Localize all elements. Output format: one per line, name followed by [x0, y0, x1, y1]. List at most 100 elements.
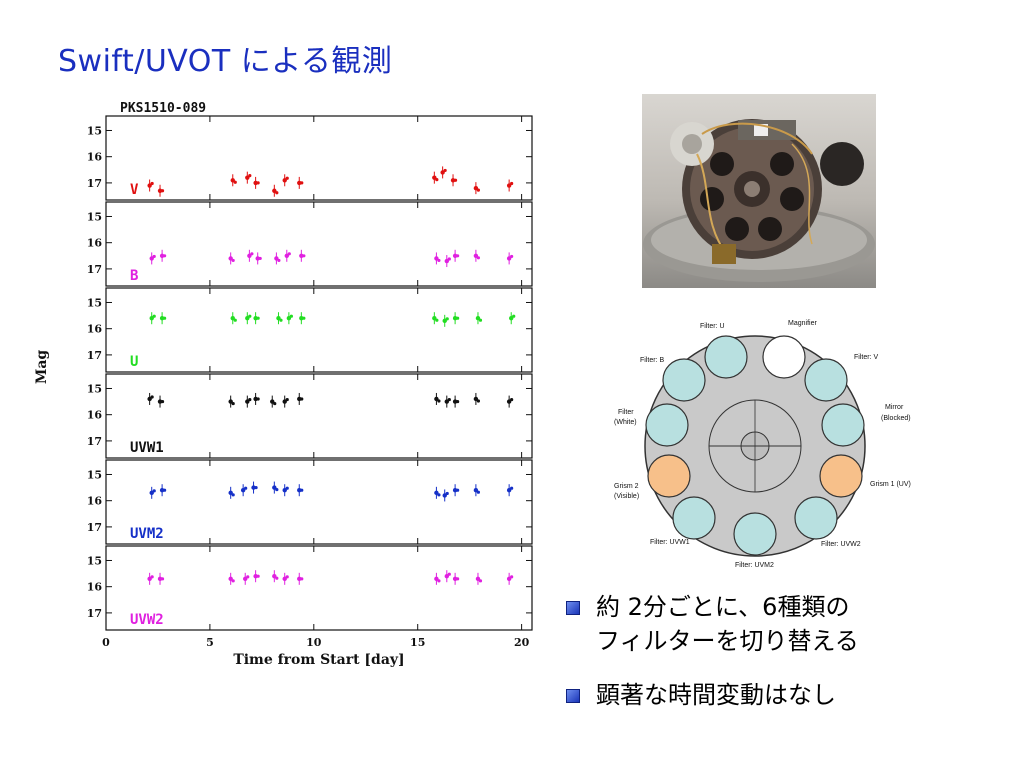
- data-point: [150, 395, 154, 399]
- light-curve-chart: PKS1510-089 15 16 17 V 15 16 17 B 15 16 17 U 15 16 17 UV…: [34, 101, 533, 668]
- data-point: [231, 401, 235, 406]
- data-point: [506, 183, 512, 188]
- label-filter-b: Filter: B: [640, 357, 664, 364]
- data-point: [512, 314, 516, 318]
- data-point: [256, 181, 260, 185]
- data-point: [285, 176, 289, 180]
- data-point: [506, 256, 512, 261]
- data-point: [452, 253, 458, 258]
- data-point: [284, 253, 289, 258]
- data-point: [443, 168, 447, 173]
- data-point: [510, 397, 514, 402]
- data-point: [253, 396, 258, 402]
- data-point: [272, 485, 277, 490]
- data-point: [159, 316, 165, 321]
- data-point: [297, 488, 302, 493]
- data-point: [287, 252, 291, 256]
- band-label: V: [130, 182, 139, 198]
- data-point: [452, 399, 458, 404]
- panel-frame: [105, 201, 533, 287]
- data-point: [253, 316, 258, 321]
- grism1-slot: [819, 454, 863, 498]
- data-point: [437, 258, 441, 263]
- bullet-text: 顕著な時間変動はなし: [596, 681, 836, 709]
- bullet-square-icon: [566, 601, 580, 615]
- data-point: [473, 185, 479, 191]
- data-point: [444, 258, 449, 264]
- data-point: [475, 316, 481, 321]
- data-point: [147, 183, 152, 188]
- data-point: [302, 316, 306, 320]
- data-point: [452, 576, 458, 582]
- data-point: [437, 493, 441, 497]
- y-tick-label: 17: [87, 607, 102, 620]
- data-point: [274, 256, 279, 261]
- data-point: [228, 576, 233, 582]
- y-tick-label: 17: [87, 349, 102, 362]
- data-point: [476, 188, 480, 192]
- y-tick-label: 16: [87, 323, 103, 336]
- label-uvw2: Filter: UVW2: [821, 541, 861, 548]
- data-point: [157, 399, 163, 404]
- y-tick-label: 17: [87, 521, 102, 534]
- label-uvm2: Filter: UVM2: [735, 562, 774, 569]
- data-point: [272, 188, 277, 193]
- filter-uvm2-slot: [733, 512, 777, 556]
- x-tick-label: 20: [514, 636, 530, 649]
- data-point: [445, 491, 449, 496]
- mirror-slot: [821, 403, 865, 447]
- data-point: [476, 399, 480, 403]
- data-point: [250, 252, 254, 256]
- data-point: [248, 174, 252, 178]
- label-grism2-2: (Visible): [614, 493, 639, 500]
- data-point: [245, 399, 250, 404]
- data-point: [434, 256, 439, 261]
- data-point: [157, 576, 163, 582]
- data-point: [276, 316, 281, 321]
- data-point: [231, 493, 235, 497]
- x-tick-label: 15: [410, 636, 425, 649]
- label-filter-white-2: (White): [614, 419, 637, 426]
- data-point: [157, 188, 163, 193]
- data-point: [447, 257, 451, 261]
- data-point: [147, 576, 152, 582]
- label-grism1: Grism 1 (UV): [870, 481, 911, 488]
- data-point: [506, 576, 512, 582]
- data-point: [149, 490, 154, 496]
- filter-wheel-diagram: Filter: U Magnifier Filter: B Filter: V …: [614, 320, 911, 569]
- data-point: [163, 254, 167, 258]
- data-point: [152, 314, 156, 318]
- data-point: [440, 170, 445, 175]
- data-point: [300, 488, 304, 492]
- data-point: [456, 399, 460, 404]
- label-filter-white-1: Filter: [618, 409, 634, 416]
- y-tick-label: 17: [87, 435, 102, 448]
- data-point: [251, 485, 256, 490]
- data-point: [473, 253, 479, 258]
- data-point: [152, 489, 156, 493]
- data-point: [147, 396, 152, 402]
- label-mirror-1: Mirror: [885, 404, 904, 411]
- grism2-slot: [647, 454, 691, 498]
- data-point: [456, 254, 460, 258]
- filter-b-slot: [662, 358, 706, 402]
- data-point: [456, 316, 460, 320]
- y-tick-label: 15: [87, 382, 102, 395]
- data-point: [152, 254, 156, 259]
- data-point: [437, 579, 441, 583]
- y-tick-label: 16: [87, 581, 103, 594]
- band-label: UVW1: [130, 440, 164, 456]
- y-tick-label: 15: [87, 468, 102, 481]
- data-point: [256, 397, 260, 401]
- data-point: [246, 575, 250, 579]
- y-tick-label: 16: [87, 495, 103, 508]
- bullet-list: 約 2分ごとに、6種類の フィルターを切り替える 顕著な時間変動はなし: [566, 590, 1016, 732]
- data-point: [509, 316, 514, 321]
- data-point: [285, 397, 289, 402]
- data-point: [159, 488, 165, 493]
- data-point: [444, 574, 449, 579]
- data-point: [434, 576, 439, 582]
- data-point: [255, 256, 260, 261]
- data-point: [453, 178, 458, 182]
- data-point: [300, 397, 304, 401]
